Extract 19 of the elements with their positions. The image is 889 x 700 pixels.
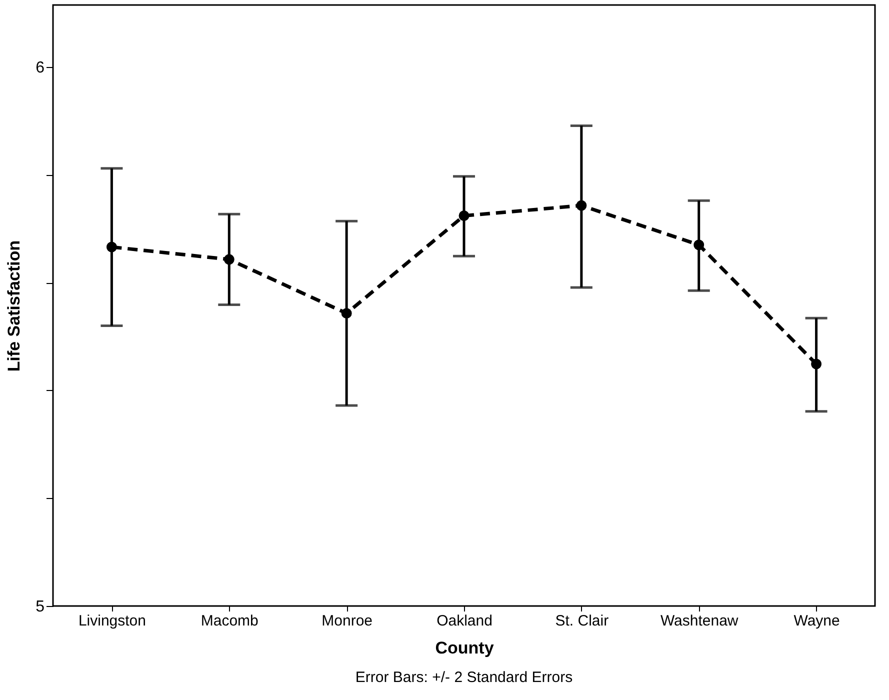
x-tick-label: Washtenaw — [660, 612, 738, 630]
point — [576, 200, 587, 211]
x-axis-title: County — [435, 638, 494, 658]
x-tick-label: Monroe — [322, 612, 372, 630]
y-tick-label: 6 — [36, 59, 45, 76]
y-axis-title: Life Satisfaction — [4, 240, 24, 372]
point — [341, 308, 352, 319]
point — [811, 358, 822, 370]
point — [694, 240, 704, 250]
x-tick-label: Livingston — [78, 612, 146, 630]
point — [458, 210, 470, 221]
point — [224, 254, 234, 265]
x-tick-label: Oakland — [436, 612, 492, 630]
point — [106, 242, 117, 252]
x-tick-label: Macomb — [200, 612, 258, 630]
text: Error Bars: +/- 2 Standard Errors — [355, 669, 573, 686]
x-tick-label: Wayne — [794, 612, 840, 630]
x-tick-label: St. Clair — [555, 612, 609, 630]
y-tick-label: 5 — [36, 598, 45, 616]
